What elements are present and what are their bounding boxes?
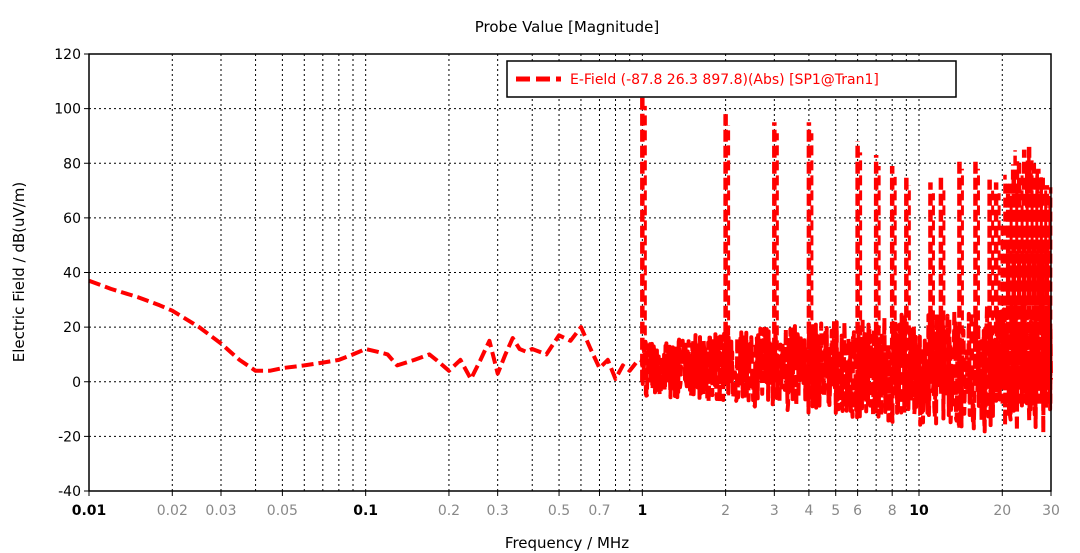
- x-tick-label: 8: [888, 503, 897, 519]
- x-tick-label: 3: [770, 503, 779, 519]
- x-tick-label: 1: [637, 503, 647, 519]
- x-tick-label: 0.01: [72, 503, 107, 519]
- x-tick-label: 20: [993, 503, 1011, 519]
- x-tick-label: 4: [804, 503, 813, 519]
- legend: E-Field (-87.8 26.3 897.8)(Abs) [SP1@Tra…: [506, 60, 957, 98]
- y-tick-label: -40: [58, 484, 81, 500]
- x-tick-label: 0.03: [205, 503, 236, 519]
- y-axis-label: Electric Field / dB(uV/m): [10, 182, 28, 363]
- x-tick-label: 30: [1042, 503, 1060, 519]
- x-tick-label: 0.5: [548, 503, 570, 519]
- series-lines: [88, 94, 1053, 435]
- y-tick-label: 20: [63, 320, 81, 336]
- y-tick-label: 40: [63, 266, 81, 282]
- chart-title: Probe Value [Magnitude]: [475, 18, 659, 36]
- x-tick-label: 0.05: [267, 503, 298, 519]
- x-tick-label: 0.02: [157, 503, 188, 519]
- y-tick-label: -20: [58, 429, 81, 445]
- x-tick-label: 0.1: [353, 503, 378, 519]
- y-tick-label: 60: [63, 211, 81, 227]
- x-tick-label: 6: [853, 503, 862, 519]
- legend-box: [506, 60, 957, 98]
- y-tick-label: 80: [63, 156, 81, 172]
- x-tick-label: 2: [721, 503, 730, 519]
- y-tick-label: 100: [54, 102, 81, 118]
- x-tick-label: 0.2: [438, 503, 460, 519]
- y-tick-label: 0: [72, 375, 81, 391]
- y-tick-label: 120: [54, 47, 81, 63]
- x-tick-label: 0.3: [487, 503, 509, 519]
- legend-entry: E-Field (-87.8 26.3 897.8)(Abs) [SP1@Tra…: [570, 72, 879, 88]
- x-tick-label: 0.7: [588, 503, 610, 519]
- grid-lines: [89, 54, 1051, 491]
- x-tick-label: 10: [909, 503, 929, 519]
- x-axis-label: Frequency / MHz: [505, 534, 629, 552]
- x-tick-label: 5: [831, 503, 840, 519]
